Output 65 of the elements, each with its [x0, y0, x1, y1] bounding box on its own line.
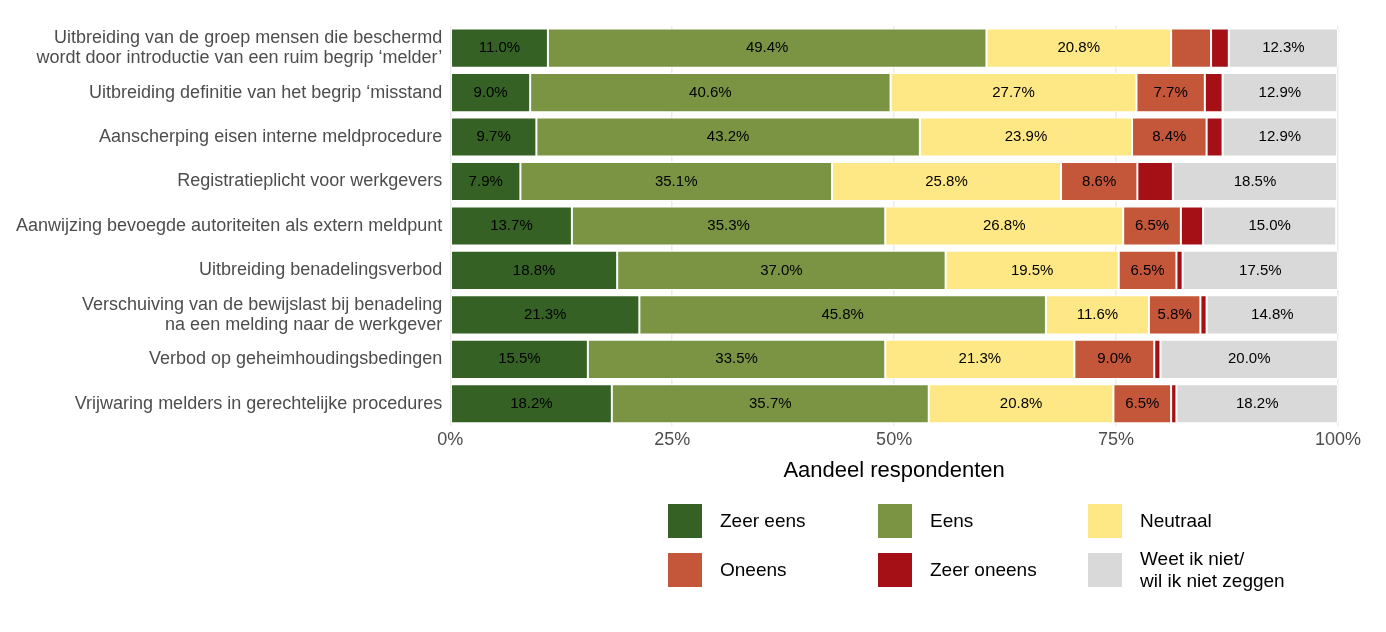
data-label: 23.9%: [1004, 127, 1048, 145]
data-label: 9.0%: [1097, 349, 1132, 367]
data-label: 5.8%: [1157, 305, 1192, 322]
data-label: 18.2%: [510, 393, 553, 411]
data-label: 35.3%: [707, 216, 750, 234]
data-label: 33.5%: [715, 349, 758, 367]
data-label: 49.4%: [745, 38, 789, 56]
data-label: 12.9%: [1258, 127, 1302, 145]
legend-label: Neutraal: [1140, 510, 1212, 532]
data-label: 45.8%: [821, 305, 864, 322]
data-label: 9.7%: [476, 127, 511, 145]
data-label: 6.5%: [1130, 260, 1165, 278]
x-tick-label: 0%: [437, 428, 464, 449]
data-label: 17.5%: [1239, 260, 1282, 278]
data-label: 26.8%: [982, 216, 1026, 234]
data-label: 11.6%: [1076, 305, 1119, 322]
x-tick-label: 25%: [654, 428, 691, 449]
legend-label: Eens: [930, 510, 974, 532]
data-label: 6.5%: [1134, 216, 1170, 234]
data-label: 35.1%: [654, 171, 698, 189]
data-label: 15.0%: [1248, 216, 1291, 234]
data-label: 18.8%: [512, 260, 556, 278]
data-label: 15.5%: [498, 349, 541, 367]
y-tick-label: Registratieplicht voor werkgevers: [177, 170, 443, 191]
data-label: 43.2%: [706, 127, 750, 145]
data-label: 11.0%: [478, 38, 521, 56]
legend-label: Zeer oneens: [930, 558, 1037, 581]
data-label: 37.0%: [760, 260, 803, 278]
y-tick-label: Verbod op geheimhoudingsbedingen: [149, 348, 443, 369]
x-tick-label: 50%: [876, 428, 913, 449]
data-label: 25.8%: [925, 171, 968, 189]
data-label: 6.5%: [1125, 393, 1160, 411]
data-label: 21.3%: [523, 305, 567, 322]
data-label: 20.8%: [999, 393, 1043, 411]
data-label: 13.7%: [490, 216, 533, 234]
data-label: 20.0%: [1227, 349, 1271, 367]
data-label: 8.4%: [1152, 127, 1187, 145]
y-tick-label: Aanscherping eisen interne meldprocedure: [99, 126, 443, 147]
y-tick-label: Uitbreiding definitie van het begrip ‘misstand: [89, 81, 443, 102]
data-label: 27.7%: [992, 82, 1035, 100]
y-tick-label: Aanwijzing bevoegde autoriteiten als extern meldpunt: [15, 214, 443, 235]
legend-label: Oneens: [720, 558, 787, 581]
data-label: 20.8%: [1057, 38, 1101, 56]
x-tick-label: 75%: [1098, 428, 1135, 449]
x-axis-title: Aandeel respondenten: [783, 456, 1005, 482]
legend-label: Weet ik niet/ wil ik niet zeggen: [1140, 548, 1285, 592]
data-label: 7.9%: [468, 171, 503, 189]
data-label: 14.8%: [1251, 305, 1294, 322]
y-tick-label: Vrijwaring melders in gerechtelijke procedures: [74, 392, 443, 413]
x-tick-label: 100%: [1314, 428, 1362, 449]
data-label: 7.7%: [1153, 82, 1188, 100]
data-label: 19.5%: [1010, 260, 1054, 278]
data-label: 18.5%: [1233, 171, 1277, 189]
data-label: 21.3%: [958, 349, 1002, 367]
data-label: 9.0%: [473, 82, 508, 100]
data-label: 35.7%: [749, 393, 792, 411]
y-tick-label: Verschuiving van de bewijslast bij benadeling na een melding naar de werkgever: [82, 293, 443, 334]
data-label: 18.2%: [1235, 393, 1279, 411]
data-label: 8.6%: [1082, 171, 1117, 189]
legend-label: Zeer eens: [720, 510, 806, 532]
data-label: 12.3%: [1262, 38, 1305, 56]
y-tick-label: Uitbreiding benadelingsverbod: [199, 259, 443, 280]
y-tick-label: Uitbreiding van de groep mensen die beschermd wordt door introductie van een ruim begrip ‘melder’: [35, 27, 443, 67]
data-label: 12.9%: [1258, 82, 1302, 100]
data-label: 40.6%: [689, 82, 732, 100]
